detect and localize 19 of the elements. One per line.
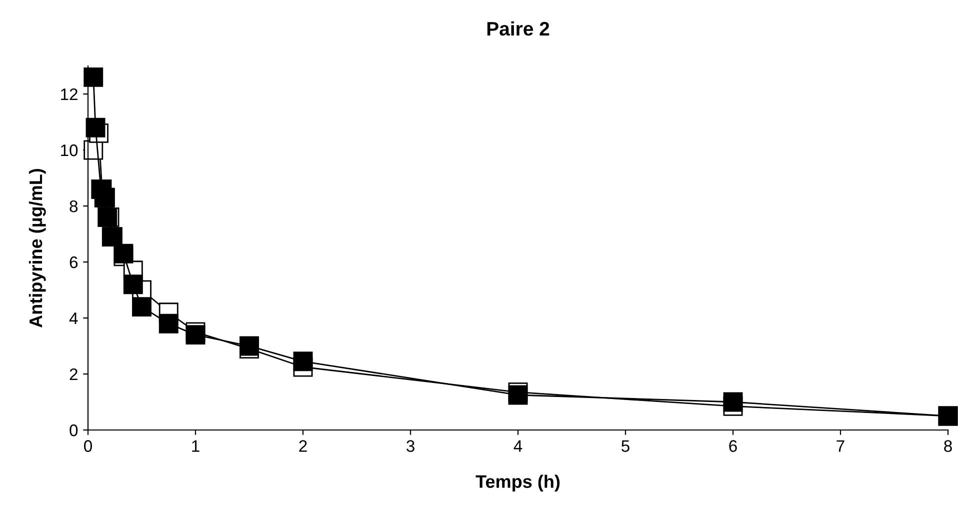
y-tick-label: 12 [61, 88, 78, 100]
y-tick-label: 0 [70, 424, 78, 436]
x-tick-label: 5 [622, 440, 630, 452]
x-axis-title: Temps (h) [476, 474, 560, 492]
x-tick-label: 4 [514, 440, 522, 452]
y-axis-title: Antipyrine (µg/mL) [28, 168, 46, 328]
chart-title: Paire 2 [487, 21, 550, 36]
x-tick-label: 7 [836, 440, 844, 452]
x-tick-label: 1 [192, 440, 200, 452]
x-tick-label: 2 [299, 440, 307, 452]
x-tick-label: 3 [406, 440, 414, 452]
y-tick-label: 8 [70, 200, 78, 212]
x-tick-label: 0 [84, 440, 92, 452]
x-tick-label: 6 [729, 440, 737, 452]
y-tick-label: 6 [70, 256, 78, 268]
y-tick-label: 2 [70, 368, 78, 380]
y-tick-label: 10 [61, 144, 78, 156]
x-tick-label: 8 [944, 440, 952, 452]
y-tick-label: 4 [69, 312, 78, 324]
